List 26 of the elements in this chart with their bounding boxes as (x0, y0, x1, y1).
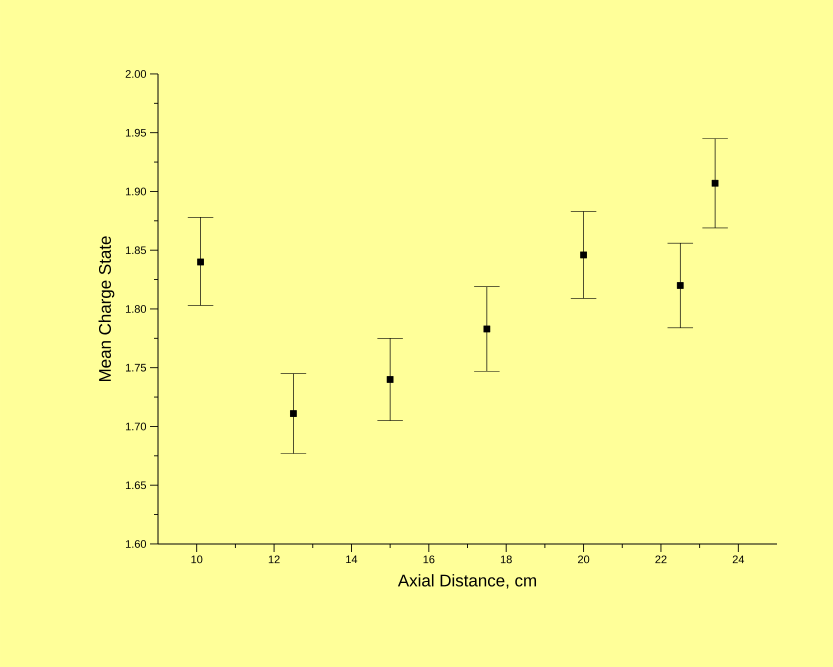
y-tick-label: 2.00 (126, 70, 146, 78)
point (290, 410, 297, 417)
y-tick-label: 1.75 (126, 364, 146, 372)
point (580, 252, 587, 258)
point (483, 326, 490, 332)
y-tick-label: 1.80 (126, 305, 146, 313)
x-tick-label: 20 (578, 556, 590, 564)
y-tick-label: 1.90 (126, 188, 146, 196)
point (386, 376, 394, 383)
x-tick-label: 12 (268, 556, 280, 564)
y-tick-label: 1.70 (126, 422, 146, 430)
y-tick-label: 1.60 (126, 540, 146, 548)
x-axis-title: Axial Distance, cm (398, 574, 536, 589)
point (712, 180, 718, 187)
x-tick-label: 22 (655, 556, 666, 564)
y-axis-title: Mean Charge State (98, 236, 114, 382)
x-tick-label: 18 (500, 556, 512, 564)
y-tick-label: 1.65 (126, 481, 146, 490)
x-tick-label: 14 (346, 556, 358, 564)
y-tick-label: 1.95 (126, 128, 146, 137)
point (676, 282, 684, 289)
x-tick-label: 16 (424, 556, 434, 564)
x-tick-label: 10 (191, 556, 202, 564)
y-tick-label: 1.85 (126, 246, 146, 254)
point (197, 258, 204, 266)
x-tick-label: 24 (732, 556, 744, 564)
